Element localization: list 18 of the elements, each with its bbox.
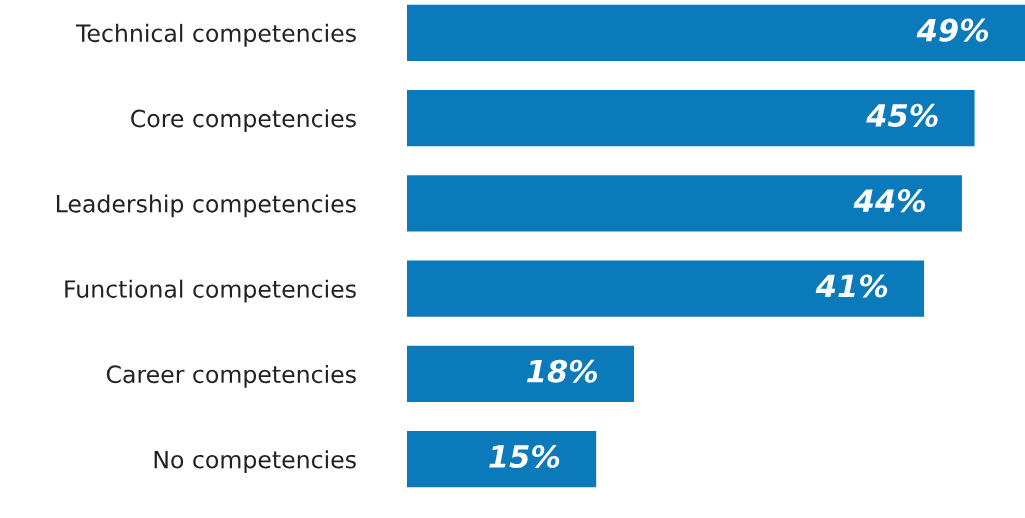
data-label: 44% [853, 189, 926, 213]
bar [407, 260, 925, 317]
bar [407, 175, 962, 232]
bar [407, 431, 597, 488]
data-label: 45% [866, 103, 938, 127]
data-label: 49% [916, 18, 989, 42]
data-label: 41% [815, 274, 888, 298]
y-tick-label: Functional competencies [65, 279, 356, 303]
y-tick-label: Core competencies [131, 109, 356, 132]
y-tick-label: Technical competencies [75, 23, 356, 47]
y-tick-label: Leadership competencies [56, 194, 356, 218]
bar [407, 89, 975, 147]
bar [407, 4, 1025, 61]
bar [407, 345, 635, 403]
y-tick-label: No competencies [154, 450, 356, 474]
data-label: 18% [527, 359, 598, 383]
data-label: 15% [489, 444, 560, 469]
y-tick-label: Career competencies [106, 364, 356, 388]
